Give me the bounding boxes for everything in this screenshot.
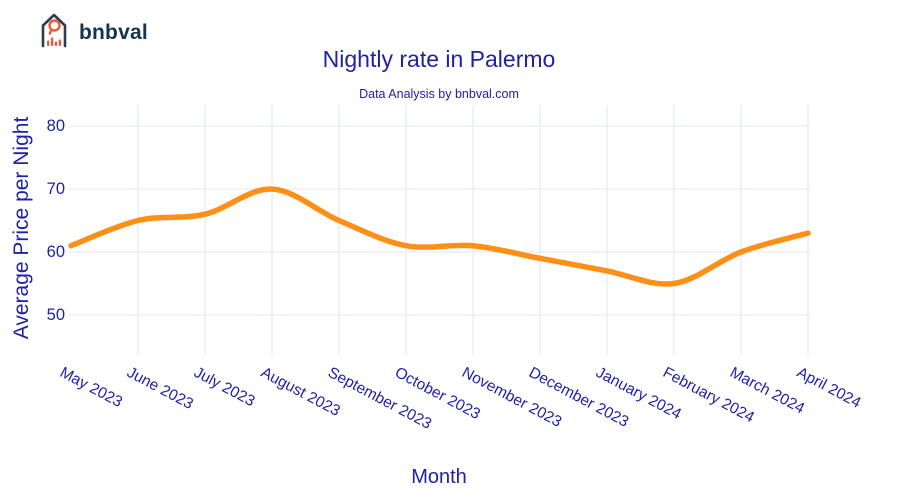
- logo-text: bnbval: [79, 21, 148, 44]
- y-tick-label: 80: [46, 117, 65, 135]
- chart-subtitle: Data Analysis by bnbval.com: [359, 87, 519, 101]
- y-axis-title: Average Price per Night: [10, 116, 33, 340]
- y-tick-label: 70: [46, 180, 65, 198]
- page-title: Nightly rate in Palermo: [322, 46, 556, 72]
- y-tick-label: 50: [46, 306, 65, 324]
- y-tick-label: 60: [46, 243, 65, 261]
- house-outline: [41, 13, 67, 48]
- magnifier-icon: [48, 19, 61, 32]
- logo: bnbval: [34, 8, 148, 52]
- house-logo-icon: [41, 13, 67, 48]
- bar-chart-glyph: [47, 37, 62, 46]
- x-axis-title: Month: [411, 466, 467, 488]
- grid-layer: [68, 105, 810, 355]
- price-line-series: [68, 186, 811, 287]
- magnifier-handle: [48, 28, 53, 35]
